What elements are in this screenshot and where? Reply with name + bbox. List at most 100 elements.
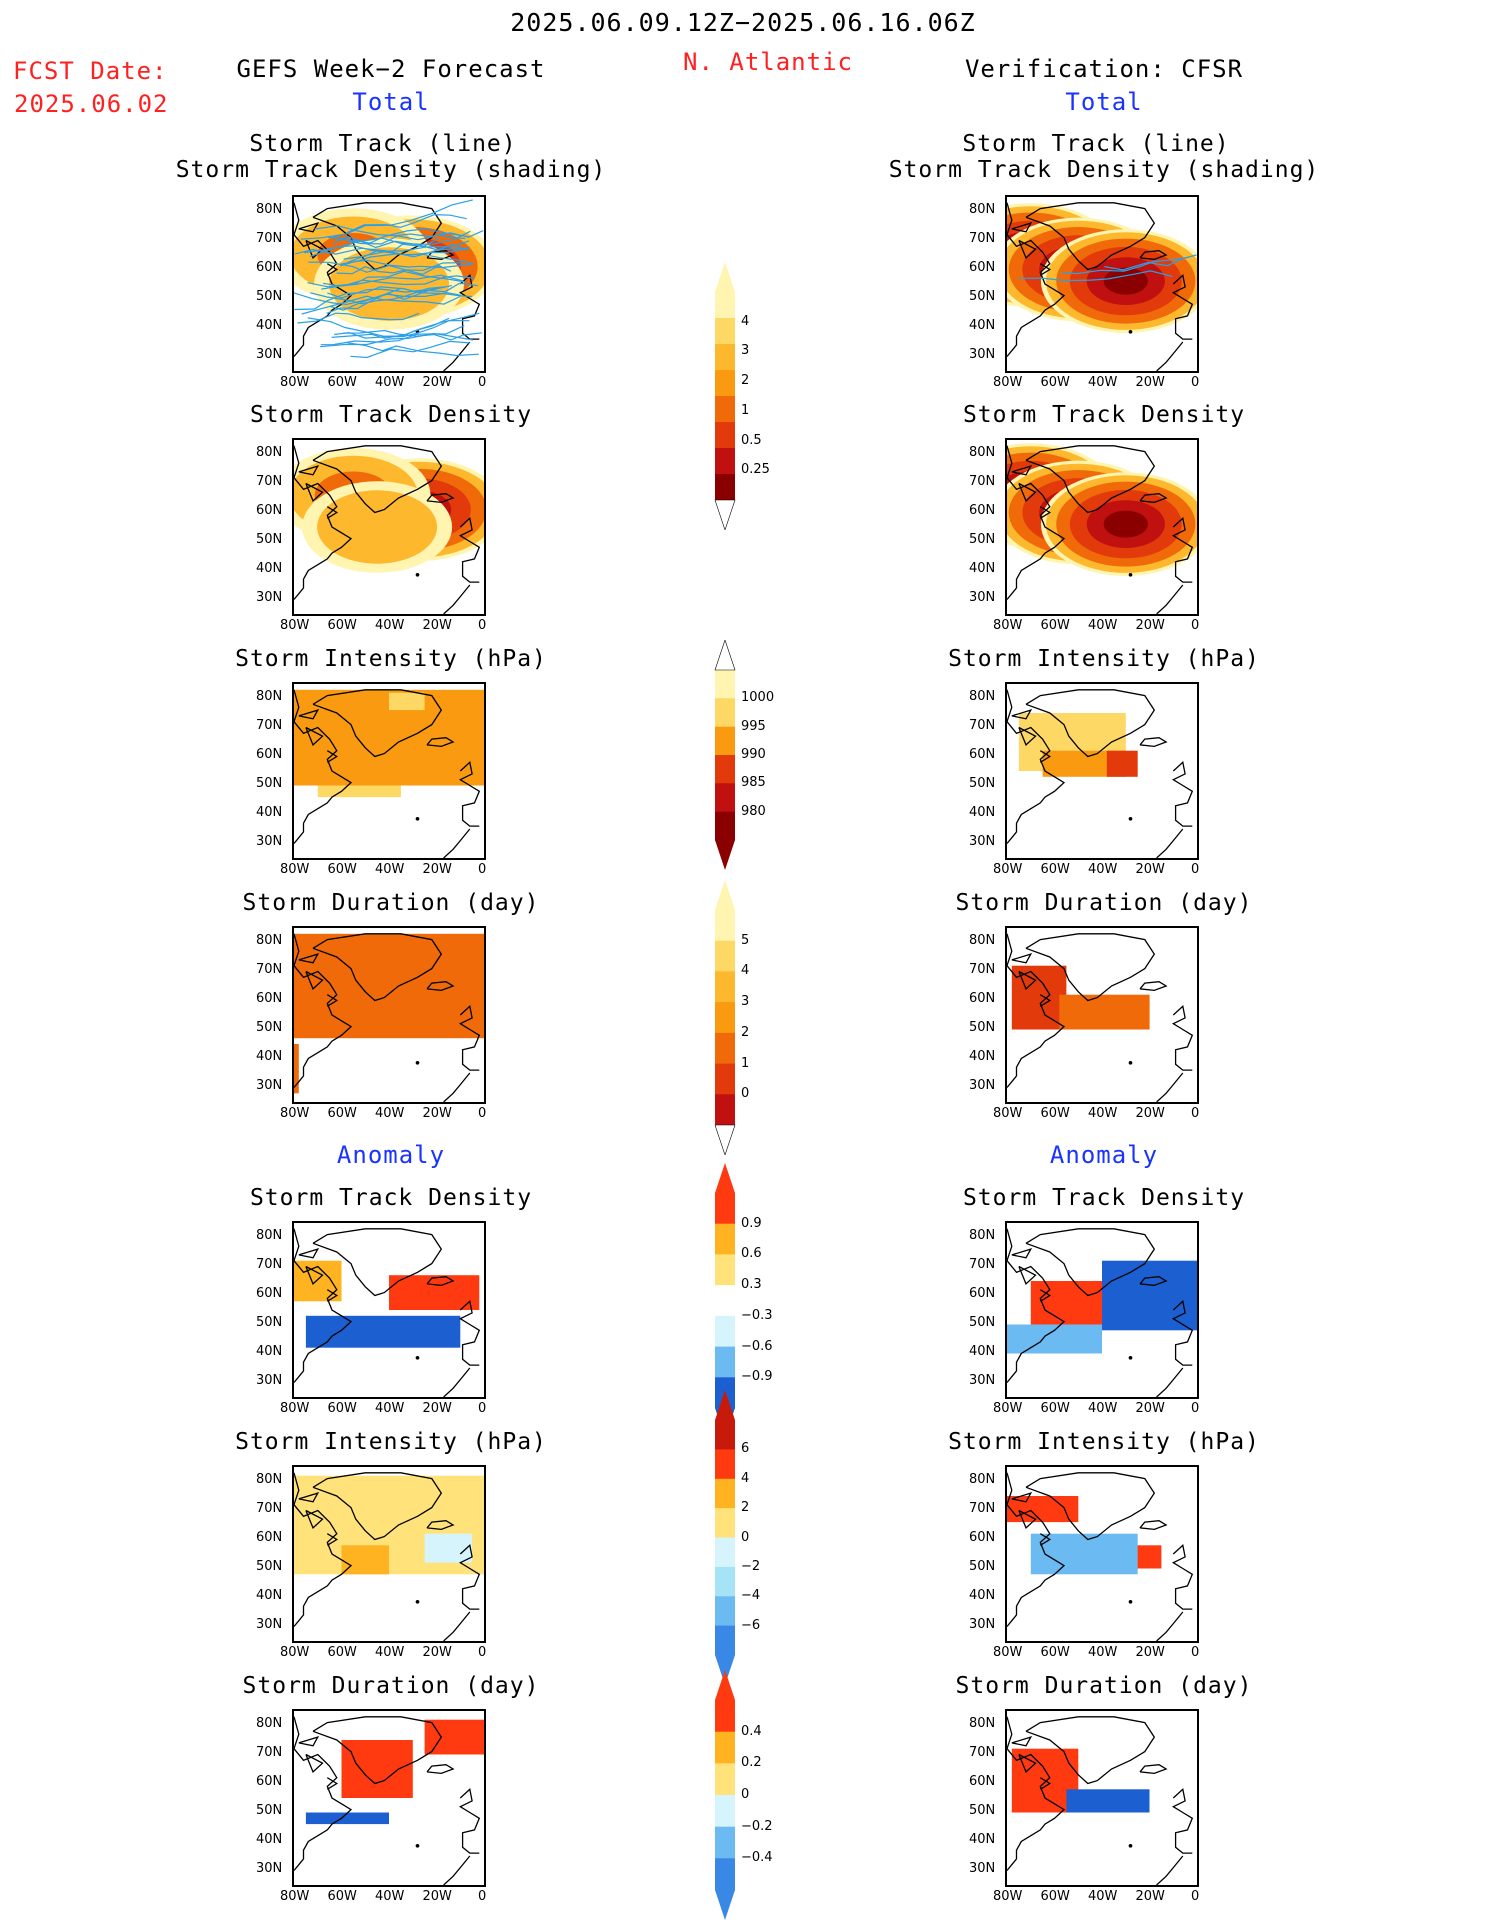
colorbar-label: 0.9: [741, 1216, 762, 1231]
colorbar-label: 0.5: [741, 433, 762, 448]
density-field: [294, 208, 484, 330]
value-cell: [424, 1719, 484, 1755]
colorbar-swatch: [715, 1731, 735, 1764]
storm-tracks: [294, 199, 484, 359]
coast-segment: [426, 1276, 455, 1287]
lon-tick-label: 60W: [1040, 375, 1070, 390]
lon-tick-label: 0: [1191, 862, 1200, 877]
lon-tick-label: 20W: [422, 1645, 452, 1660]
panel-title-gefs-density: Storm Track Density: [249, 402, 533, 428]
lat-tick-label: 60N: [256, 1529, 283, 1545]
azores-dot: [1128, 1355, 1133, 1360]
value-field: [1007, 1496, 1162, 1575]
coast-segment: [312, 445, 443, 514]
lat-tick-label: 80N: [256, 444, 283, 460]
lat-tick-label: 60N: [969, 1773, 996, 1789]
coast-segment: [1156, 828, 1184, 858]
colorbar-swatch: [715, 292, 735, 319]
storm-track-line: [297, 312, 420, 324]
coast-segment: [1171, 1300, 1194, 1366]
coast-segment: [1171, 517, 1194, 583]
coast-segment: [1018, 1265, 1037, 1286]
coast-segment: [443, 584, 471, 614]
lon-tick-label: 80W: [993, 1401, 1023, 1416]
colorbar-label: 4: [741, 963, 750, 978]
lon-tick-label: 80W: [993, 618, 1023, 633]
coast-segment: [312, 689, 443, 758]
storm-track-line: [327, 234, 466, 245]
coastline: [294, 689, 481, 858]
lon-tick-label: 60W: [327, 1889, 357, 1904]
lat-tick-label: 70N: [256, 717, 283, 733]
colorbar-bottom-arrow: [714, 1124, 736, 1156]
colorbar-swatch: [715, 318, 735, 345]
lat-tick-label: 30N: [256, 1372, 283, 1388]
lon-tick-label: 0: [1191, 1645, 1200, 1660]
lon-tick-label: 80W: [993, 862, 1023, 877]
coast-segment: [443, 828, 471, 858]
lon-tick-label: 20W: [1135, 375, 1165, 390]
lon-tick-label: 40W: [375, 375, 405, 390]
storm-track-line: [1104, 254, 1197, 271]
colorbar-swatch: [715, 448, 735, 475]
storm-track-line: [320, 333, 474, 346]
coast-segment: [1156, 341, 1184, 371]
lat-tick-label: 70N: [969, 1256, 996, 1272]
lat-tick-label: 80N: [256, 688, 283, 704]
lat-tick-label: 70N: [969, 230, 996, 246]
coast-segment: [1139, 250, 1168, 261]
colorbar-swatch: [715, 1596, 735, 1627]
lon-tick-label: 60W: [1040, 1645, 1070, 1660]
panel-title-gefs-intensity: Storm Intensity (hPa): [235, 646, 547, 672]
lon-tick-label: 0: [478, 1889, 487, 1904]
panel-title-cfsr-anom-density: Storm Track Density: [962, 1185, 1246, 1211]
coast-segment: [443, 341, 471, 371]
map-canvas: [1007, 443, 1197, 614]
map-canvas: [1007, 202, 1197, 371]
colorbar-density: [710, 262, 740, 534]
value-cell: [294, 1044, 299, 1094]
lat-tick-label: 70N: [969, 961, 996, 977]
colorbar-label: 3: [741, 994, 750, 1009]
colorbar-label: −0.4: [741, 1850, 773, 1865]
coast-segment: [1011, 709, 1033, 720]
storm-track-line: [321, 275, 475, 290]
coast-segment: [1139, 1520, 1168, 1531]
value-field: [305, 1719, 484, 1825]
density-field: [294, 448, 484, 573]
left-column-title: GEFS Week−2 Forecast: [236, 55, 546, 83]
map-panel-cfsr-total-density: [1005, 438, 1199, 616]
coast-segment: [1156, 1367, 1184, 1397]
map-canvas: [1007, 689, 1194, 858]
storm-track-line: [1061, 256, 1189, 275]
coast-segment: [312, 933, 443, 1002]
coast-segment: [312, 1228, 443, 1297]
colorbar-swatch: [715, 1537, 735, 1568]
lon-tick-label: 60W: [327, 1401, 357, 1416]
value-cell: [341, 1545, 389, 1575]
panel-title-gefs-anom-density: Storm Track Density: [249, 1185, 533, 1211]
storm-track-line: [350, 340, 470, 359]
coast-segment: [1011, 953, 1033, 964]
coast-segment: [1171, 1005, 1194, 1071]
coastline: [1007, 202, 1194, 371]
lon-tick-label: 80W: [280, 1401, 310, 1416]
coastline: [294, 1472, 481, 1641]
colorbar-duration: [710, 880, 740, 1159]
map-canvas: [1007, 1472, 1194, 1641]
coast-segment: [305, 1265, 324, 1286]
panel-title-gefs-duration: Storm Duration (day): [242, 890, 540, 916]
colorbar-swatch: [715, 1700, 735, 1733]
coast-segment: [443, 1367, 471, 1397]
lon-tick-label: 60W: [327, 1106, 357, 1121]
lon-tick-label: 80W: [280, 1106, 310, 1121]
value-cell: [294, 933, 484, 1039]
colorbar-label: 0.4: [741, 1724, 762, 1739]
colorbar-label: 4: [741, 314, 750, 329]
colorbar-swatch: [715, 910, 735, 942]
colorbar-swatch: [715, 370, 735, 397]
lon-tick-label: 40W: [375, 862, 405, 877]
lon-tick-label: 80W: [280, 1645, 310, 1660]
azores-dot: [1128, 572, 1133, 577]
coast-segment: [326, 506, 339, 519]
